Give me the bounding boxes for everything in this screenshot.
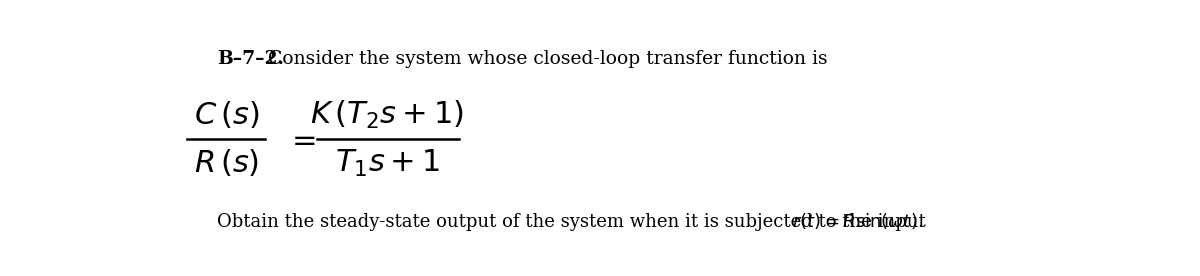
Text: B–7–2.: B–7–2. <box>217 50 284 68</box>
Text: $T_1s + 1$: $T_1s + 1$ <box>335 148 439 179</box>
Text: $=$: $=$ <box>287 124 317 155</box>
Text: Consider the system whose closed-loop transfer function is: Consider the system whose closed-loop tr… <box>262 50 827 68</box>
Text: Obtain the steady-state output of the system when it is subjected to the input: Obtain the steady-state output of the sy… <box>217 213 931 231</box>
Text: $K\,(T_2s + 1)$: $K\,(T_2s + 1)$ <box>310 99 464 131</box>
Text: $r(t) = R\sin(\omega t)$.: $r(t) = R\sin(\omega t)$. <box>792 211 923 231</box>
Text: $C\,(s)$: $C\,(s)$ <box>193 100 259 131</box>
Text: $R\,(s)$: $R\,(s)$ <box>193 148 259 179</box>
